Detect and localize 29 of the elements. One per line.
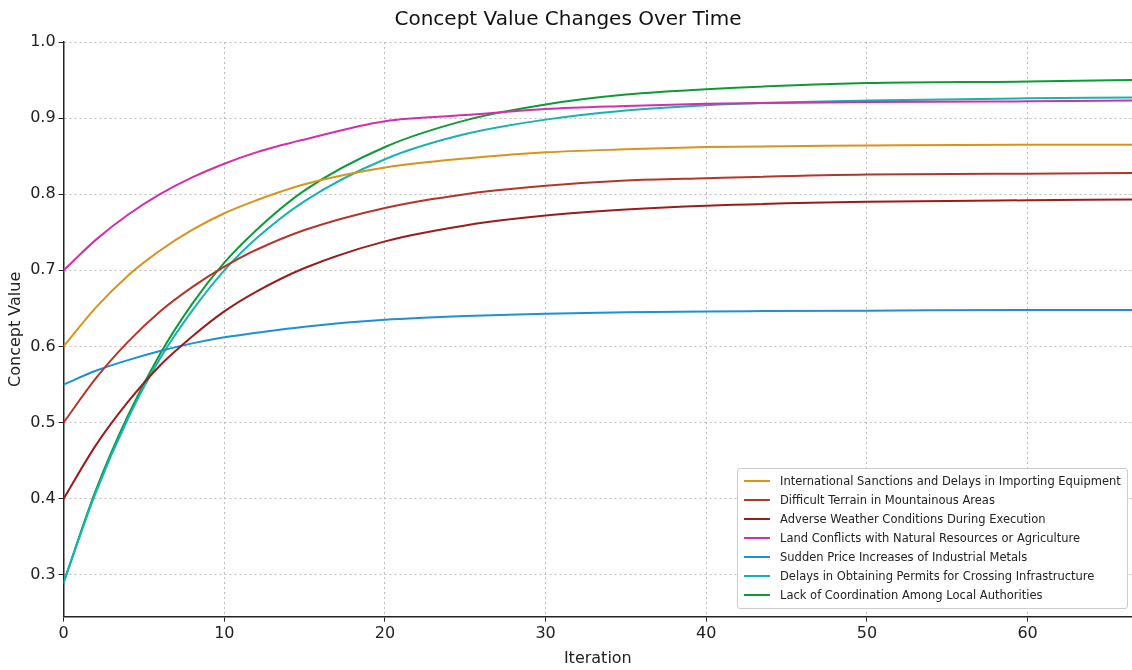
y-tick-label: 0.7 — [30, 259, 56, 279]
x-tick-label: 60 — [1017, 623, 1038, 643]
x-axis-title: Iteration — [563, 647, 632, 667]
legend-label: Sudden Price Increases of Industrial Metals — [780, 550, 1028, 565]
y-tick-label: 0.8 — [30, 183, 56, 203]
legend-label: Adverse Weather Conditions During Execution — [780, 512, 1046, 527]
legend-label: International Sanctions and Delays in Importing Equipment — [780, 474, 1121, 489]
legend-label: Difficult Terrain in Mountainous Areas — [780, 493, 995, 508]
legend-label: Land Conflicts with Natural Resources or Agriculture — [780, 531, 1081, 546]
line-series — [63, 143, 1132, 348]
x-tick-label: 50 — [856, 623, 878, 643]
x-tick-label: 30 — [535, 623, 556, 643]
x-tick-label: 10 — [214, 623, 235, 643]
x-tick-label: 20 — [374, 623, 396, 643]
y-tick-label: 0.6 — [30, 335, 56, 355]
line-series — [63, 99, 1132, 272]
y-tick-label: 0.9 — [30, 107, 56, 127]
y-axis-title: Concept Value — [4, 271, 24, 387]
line-series — [63, 171, 1132, 424]
y-tick-label: 0.3 — [30, 563, 56, 583]
line-series — [63, 308, 1132, 386]
chart-title: Concept Value Changes Over Time — [394, 6, 742, 31]
y-tick-label: 0.5 — [30, 411, 56, 431]
x-tick-label: 0 — [58, 623, 69, 643]
x-tick-label: 40 — [696, 623, 717, 643]
y-tick-label: 0.4 — [30, 487, 56, 507]
y-tick-label: 1.0 — [30, 31, 56, 51]
legend-label: Delays in Obtaining Permits for Crossing Infrastructure — [780, 569, 1095, 584]
legend-label: Lack of Coordination Among Local Authorities — [780, 588, 1043, 603]
